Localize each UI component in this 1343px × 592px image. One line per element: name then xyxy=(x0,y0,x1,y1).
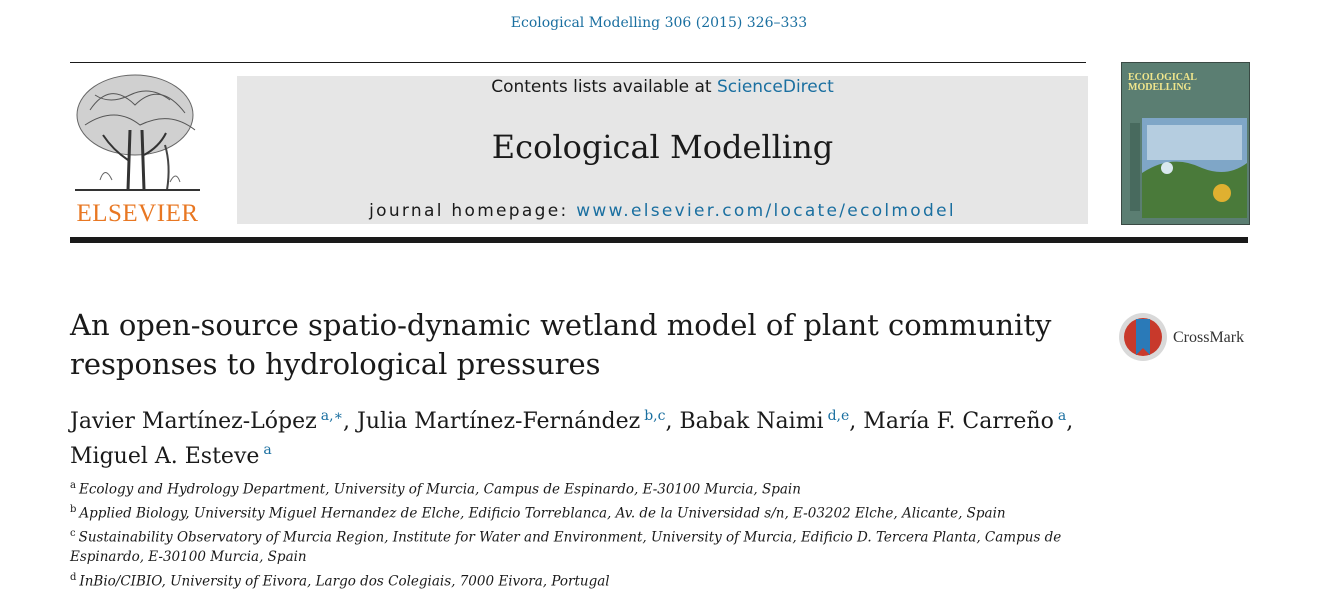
article-title: An open-source spatio-dynamic wetland mo… xyxy=(70,308,1052,381)
author-affiliation-marks[interactable]: a,∗ xyxy=(320,408,344,424)
author-entry: Babak Naimi d,e, xyxy=(679,408,864,435)
cover-title-line1: ECOLOGICAL xyxy=(1128,72,1197,83)
affiliation-item: d InBio/CIBIO, University of Eivora, Larg… xyxy=(70,568,1100,592)
affiliation-list: a Ecology and Hydrology Department, Unive… xyxy=(70,476,1100,592)
affiliation-text: Ecology and Hydrology Department, Univer… xyxy=(78,481,801,498)
cover-title-line2: MODELLING xyxy=(1128,82,1192,93)
author-affiliation-marks[interactable]: b,c xyxy=(644,408,666,424)
sciencedirect-link[interactable]: ScienceDirect xyxy=(716,77,834,97)
author-separator: , xyxy=(849,409,864,435)
affiliation-mark: a xyxy=(70,480,76,491)
author-list: Javier Martínez-López a,∗, Julia Martínez… xyxy=(70,402,1100,471)
journal-cover[interactable]: ECOLOGICAL MODELLING xyxy=(1121,62,1250,225)
author-separator: , xyxy=(665,409,680,435)
author-separator: , xyxy=(1066,409,1074,435)
author-name[interactable]: Javier Martínez-López xyxy=(70,409,317,435)
author-entry: Javier Martínez-López a,∗, xyxy=(70,408,358,435)
crossmark-icon xyxy=(1119,313,1167,361)
homepage-line: journal homepage: www.elsevier.com/locat… xyxy=(237,201,1088,221)
contents-line: Contents lists available at ScienceDirec… xyxy=(237,77,1088,97)
author-name[interactable]: María F. Carreño xyxy=(863,409,1054,435)
journal-title[interactable]: Ecological Modelling xyxy=(491,128,834,166)
affiliation-text: Applied Biology, University Miguel Herna… xyxy=(79,505,1006,522)
elsevier-tree-icon xyxy=(75,74,200,191)
affiliation-mark: d xyxy=(70,571,77,583)
journal-citation[interactable]: Ecological Modelling 306 (2015) 326–333 xyxy=(510,15,808,31)
affiliation-text: Sustainability Observatory of Murcia Reg… xyxy=(70,529,1062,566)
author-entry: María F. Carreño a, xyxy=(863,408,1074,435)
affiliation-item: a Ecology and Hydrology Department, Unive… xyxy=(70,476,1100,500)
author-entry: Miguel A. Esteve a xyxy=(70,442,272,469)
elsevier-wordmark: ELSEVIER xyxy=(76,200,199,227)
affiliation-item: b Applied Biology, University Miguel Hern… xyxy=(70,500,1100,524)
crossmark-badge[interactable]: CrossMark xyxy=(1118,312,1253,362)
affiliation-text: InBio/CIBIO, University of Eivora, Largo… xyxy=(79,573,610,589)
author-separator: , xyxy=(343,409,358,435)
author-affiliation-marks[interactable]: d,e xyxy=(827,408,850,424)
contents-prefix: Contents lists available at xyxy=(491,77,717,97)
cover-image-icon xyxy=(1122,63,1249,224)
author-affiliation-marks[interactable]: a xyxy=(263,442,272,459)
header-divider xyxy=(70,237,1248,243)
crossmark-label: CrossMark xyxy=(1173,329,1245,346)
homepage-prefix: journal homepage: xyxy=(369,201,577,221)
homepage-link[interactable]: www.elsevier.com/locate/ecolmodel xyxy=(576,201,956,221)
cover-title: ECOLOGICAL MODELLING xyxy=(1128,73,1243,93)
affiliation-mark: c xyxy=(70,528,76,539)
author-name[interactable]: Babak Naimi xyxy=(679,409,824,435)
elsevier-logo[interactable]: ELSEVIER xyxy=(70,70,205,227)
journal-banner: Contents lists available at ScienceDirec… xyxy=(237,76,1088,224)
header-rule xyxy=(70,62,1086,63)
author-name[interactable]: Julia Martínez-Fernández xyxy=(357,409,641,435)
affiliation-item: c Sustainability Observatory of Murcia Re… xyxy=(70,524,1100,568)
author-entry: Julia Martínez-Fernández b,c, xyxy=(357,408,680,435)
affiliation-mark: b xyxy=(70,504,77,515)
author-name[interactable]: Miguel A. Esteve xyxy=(70,443,260,469)
author-affiliation-marks[interactable]: a xyxy=(1057,408,1067,424)
